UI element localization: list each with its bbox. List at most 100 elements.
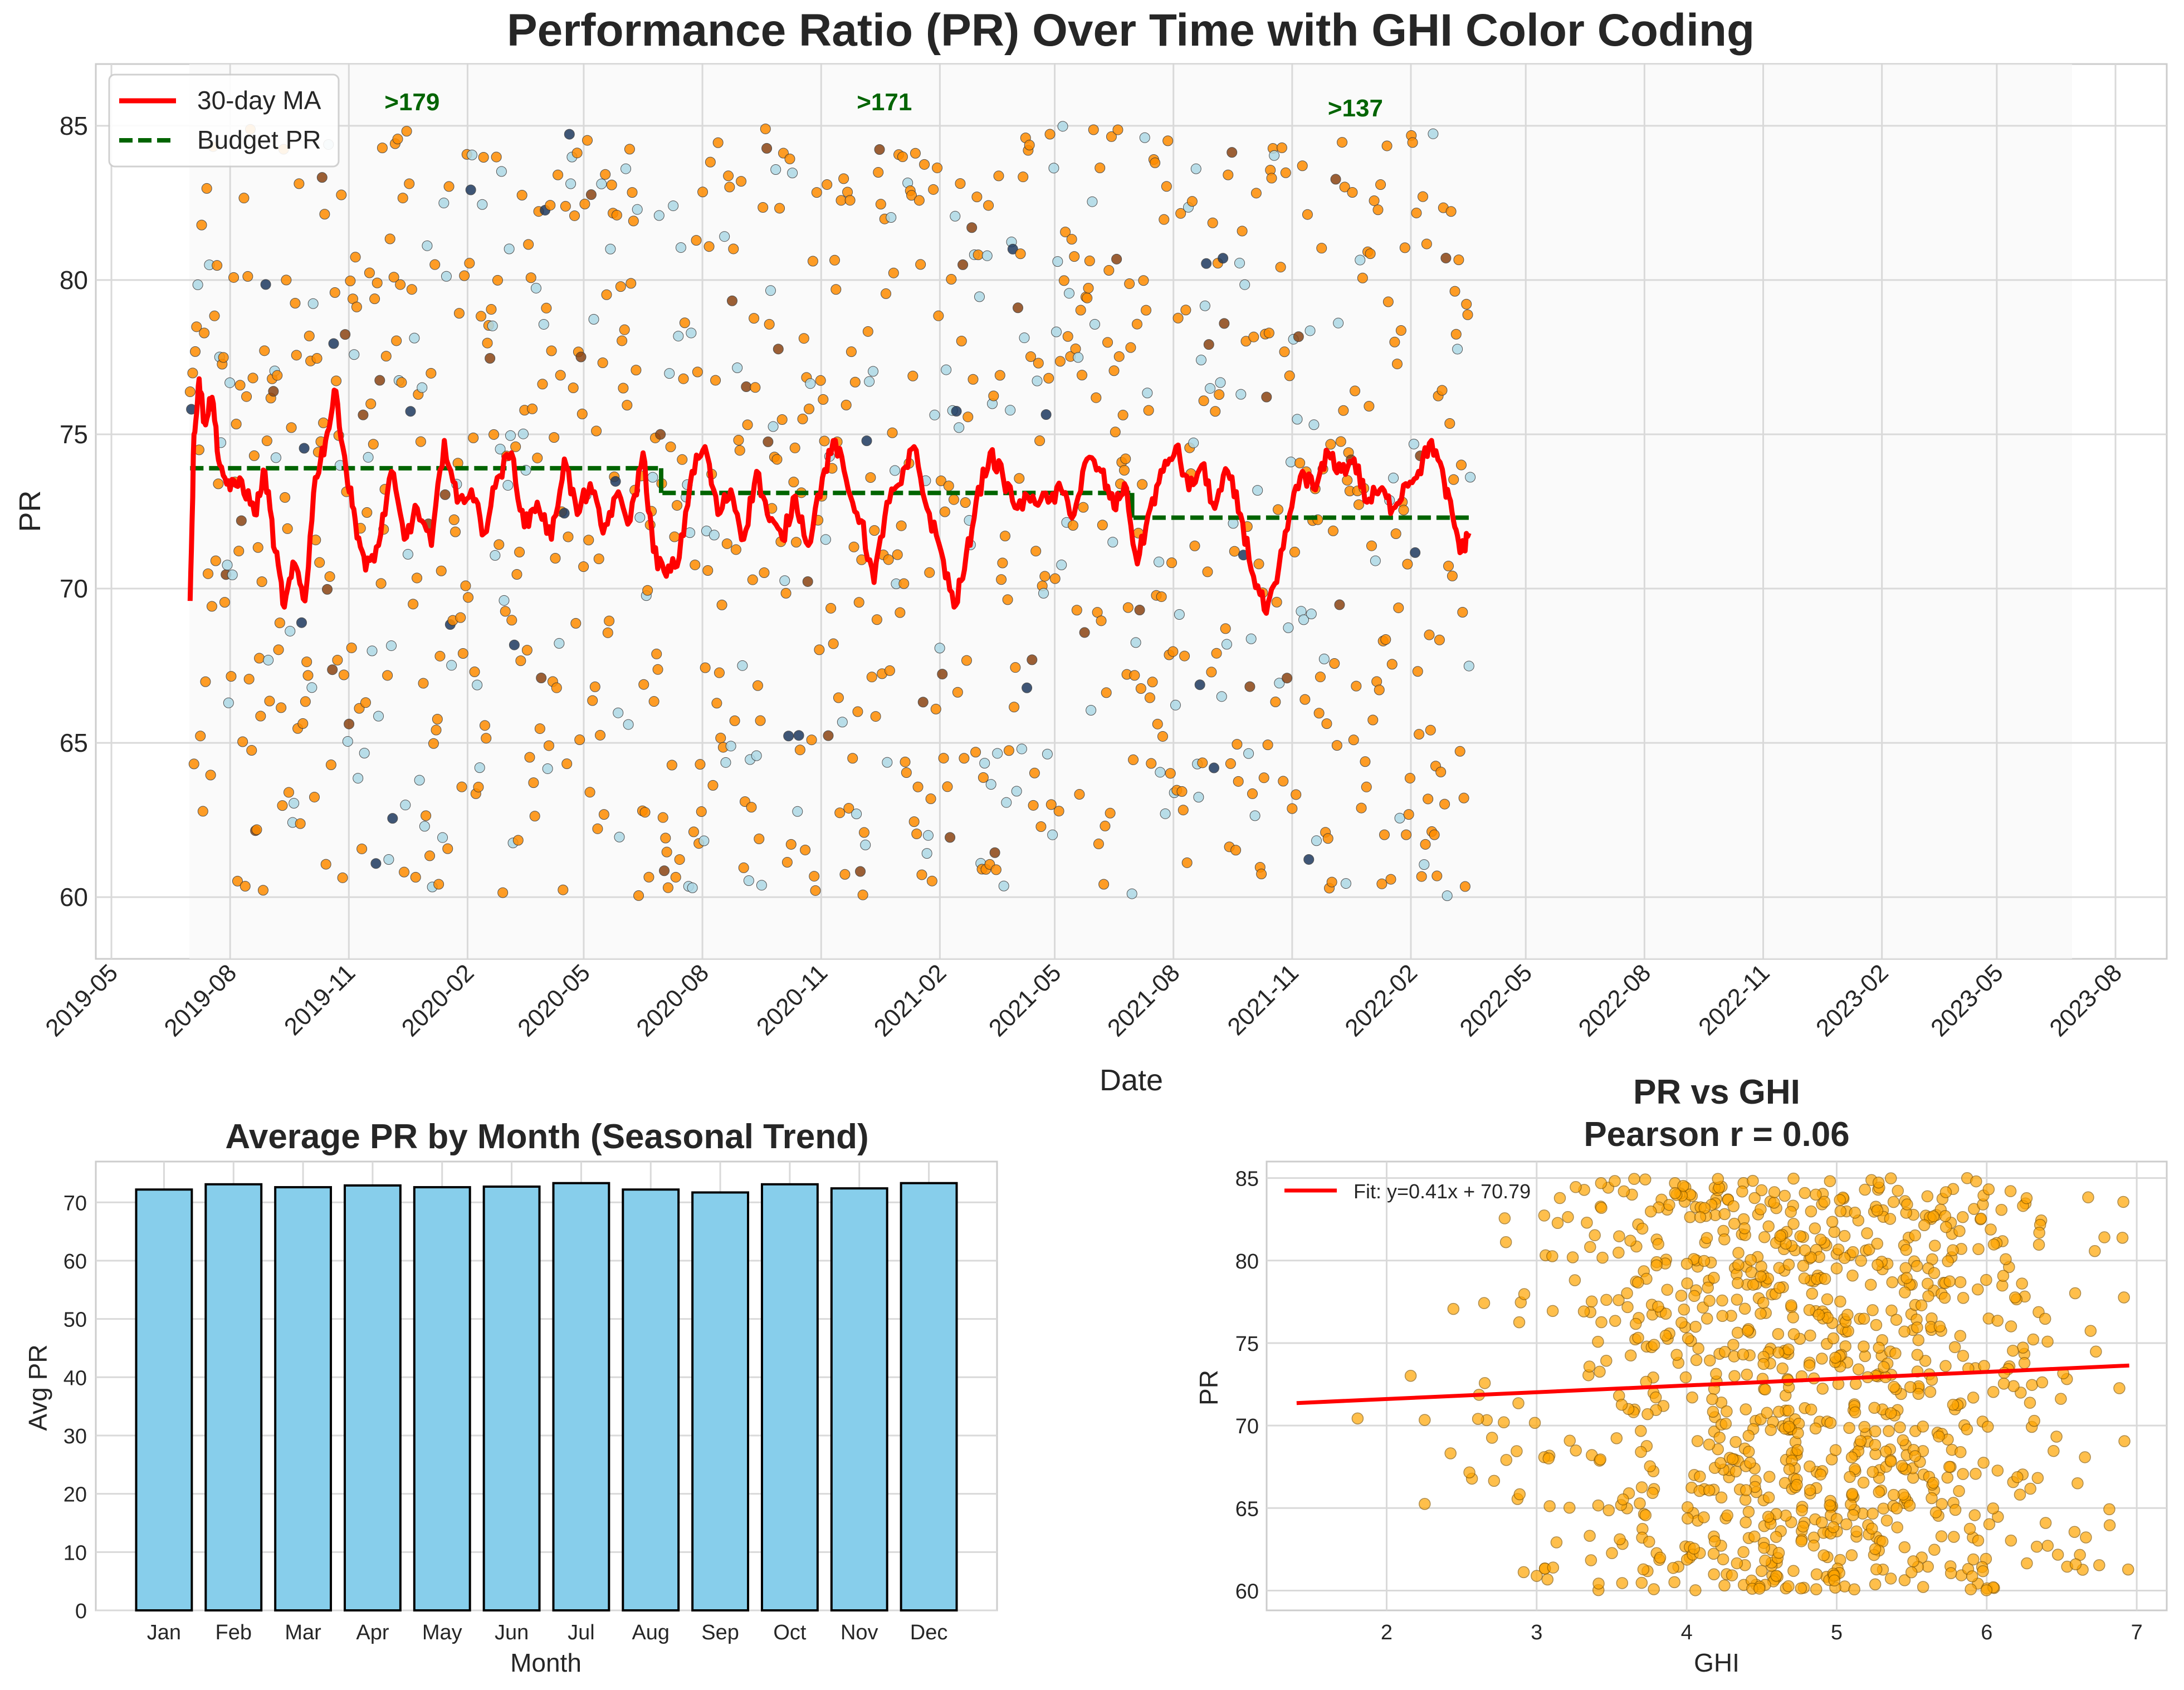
ghi-scatter-point [1721,1405,1733,1418]
timeseries-scatter-point [810,885,821,896]
ghi-scatter-point [2050,1431,2063,1443]
ghi-x-tick-label: 3 [1531,1621,1542,1644]
timeseries-scatter-point [1125,342,1136,353]
ghi-scatter-point [1616,1577,1629,1589]
ghi-scatter-point [1884,1213,1897,1225]
timeseries-scatter-point [935,476,946,487]
timeseries-scatter-point [675,242,686,253]
ghi-scatter-point [1755,1565,1768,1578]
ghi-scatter-point [1500,1454,1513,1466]
ghi-scatter-point [1757,1358,1770,1370]
timeseries-scatter-point [514,547,525,558]
timeseries-scatter-point [595,729,606,741]
timeseries-scatter-point [721,538,732,549]
timeseries-scatter-point [396,377,407,388]
ghi-scatter-point [1987,1502,2000,1515]
timeseries-scatter-point [1382,296,1394,307]
timeseries-scatter-point [1152,718,1163,729]
timeseries-scatter-point [263,654,274,665]
timeseries-scatter-point [405,406,416,417]
timeseries-scatter-point [846,346,857,357]
timeseries-scatter-point [450,526,461,537]
timeseries-scatter-point [1245,633,1257,644]
timeseries-scatter-point [868,366,879,377]
timeseries-scatter-point [802,576,813,587]
timeseries-scatter-point [295,818,306,829]
timeseries-scatter-point [705,156,716,168]
ghi-scatter-point [1682,1512,1694,1525]
timeseries-scatter-point [1176,786,1188,797]
timeseries-scatter-point [274,618,285,629]
ghi-scatter-point [1715,1491,1728,1503]
timeseries-scatter-point [742,419,753,430]
ghi-scatter-point [1949,1503,1962,1516]
ghi-scatter-point [1953,1485,1965,1497]
timeseries-scatter-point [651,648,662,659]
timeseries-scatter-point [1160,808,1171,819]
timeseries-scatter-point [915,259,926,270]
timeseries-scatter-point [587,695,598,706]
ghi-scatter-point [1636,1222,1649,1235]
timeseries-scatter-point [1062,331,1073,342]
timeseries-scatter-point [387,813,398,824]
ghi-scatter-point [1762,1491,1775,1503]
timeseries-scatter-point [486,304,497,315]
timeseries-scatter-point [395,279,406,290]
timeseries-scatter-point [402,548,413,560]
timeseries-scatter-point [643,871,654,883]
ghi-scatter-point [1888,1488,1900,1501]
ghi-scatter-point [2069,1287,2082,1300]
timeseries-scatter-point [1167,646,1179,657]
timeseries-scatter-point [843,802,854,814]
timeseries-scatter-point [1223,169,1234,180]
ghi-scatter-point [1838,1252,1851,1264]
timeseries-scatter-point [1214,389,1225,400]
timeseries-scatter-point [1034,435,1045,447]
timeseries-scatter-point [593,553,604,565]
timeseries-scatter-point [1195,355,1206,366]
ghi-scatter-point [1639,1173,1652,1186]
timeseries-scatter-point [1286,457,1297,468]
timeseries-scatter-point [1292,414,1303,425]
timeseries-scatter-point [1239,279,1250,290]
timeseries-scatter-point [996,574,1007,585]
timeseries-scatter-point [690,559,701,570]
timeseries-scatter-point [1181,857,1193,868]
ghi-scatter-point [1868,1402,1880,1414]
timeseries-scatter-point [1325,439,1336,450]
ghi-scatter-point [1639,1509,1652,1521]
timeseries-scatter-point [237,736,248,747]
ghi-scatter-point [1689,1320,1702,1333]
ghi-scatter-point [1577,1305,1590,1317]
timeseries-scatter-point [472,679,483,690]
ghi-scatter-point [2113,1382,2126,1394]
ghi-scatter-point [1887,1196,1900,1208]
timeseries-scatter-point [247,373,258,384]
ghi-scatter-point [2071,1477,2084,1490]
ghi-scatter-point [2033,1226,2045,1239]
timeseries-scatter-point [536,673,547,684]
ghi-scatter-point [1849,1207,1861,1219]
ghi-scatter-point [1748,1530,1761,1543]
timeseries-scatter-point [765,285,776,296]
timeseries-scatter-point [1089,319,1101,330]
ghi-scatter-point [1478,1297,1491,1309]
timeseries-scatter-point [912,781,924,792]
timeseries-scatter-point [1262,739,1273,751]
timeseries-scatter-point [200,676,211,687]
ghi-scatter-point [1621,1301,1634,1314]
timeseries-scatter-point [836,195,847,206]
timeseries-scatter-point [1269,150,1280,161]
ghi-scatter-point [1726,1569,1738,1581]
ghi-scatter-point [1635,1481,1648,1493]
ghi-scatter-point [1644,1460,1657,1473]
timeseries-scatter-point [1459,881,1470,892]
ghi-scatter-point [1921,1277,1934,1290]
timeseries-scatter-point [627,187,638,198]
ghi-scatter-point [1563,1501,1576,1514]
timeseries-scatter-point [488,429,500,440]
timeseries-scatter-point [559,508,570,519]
monthly-bar [691,1191,750,1612]
ghi-y-tick-label: 60 [1235,1580,1259,1603]
timeseries-scatter-point [913,195,925,206]
